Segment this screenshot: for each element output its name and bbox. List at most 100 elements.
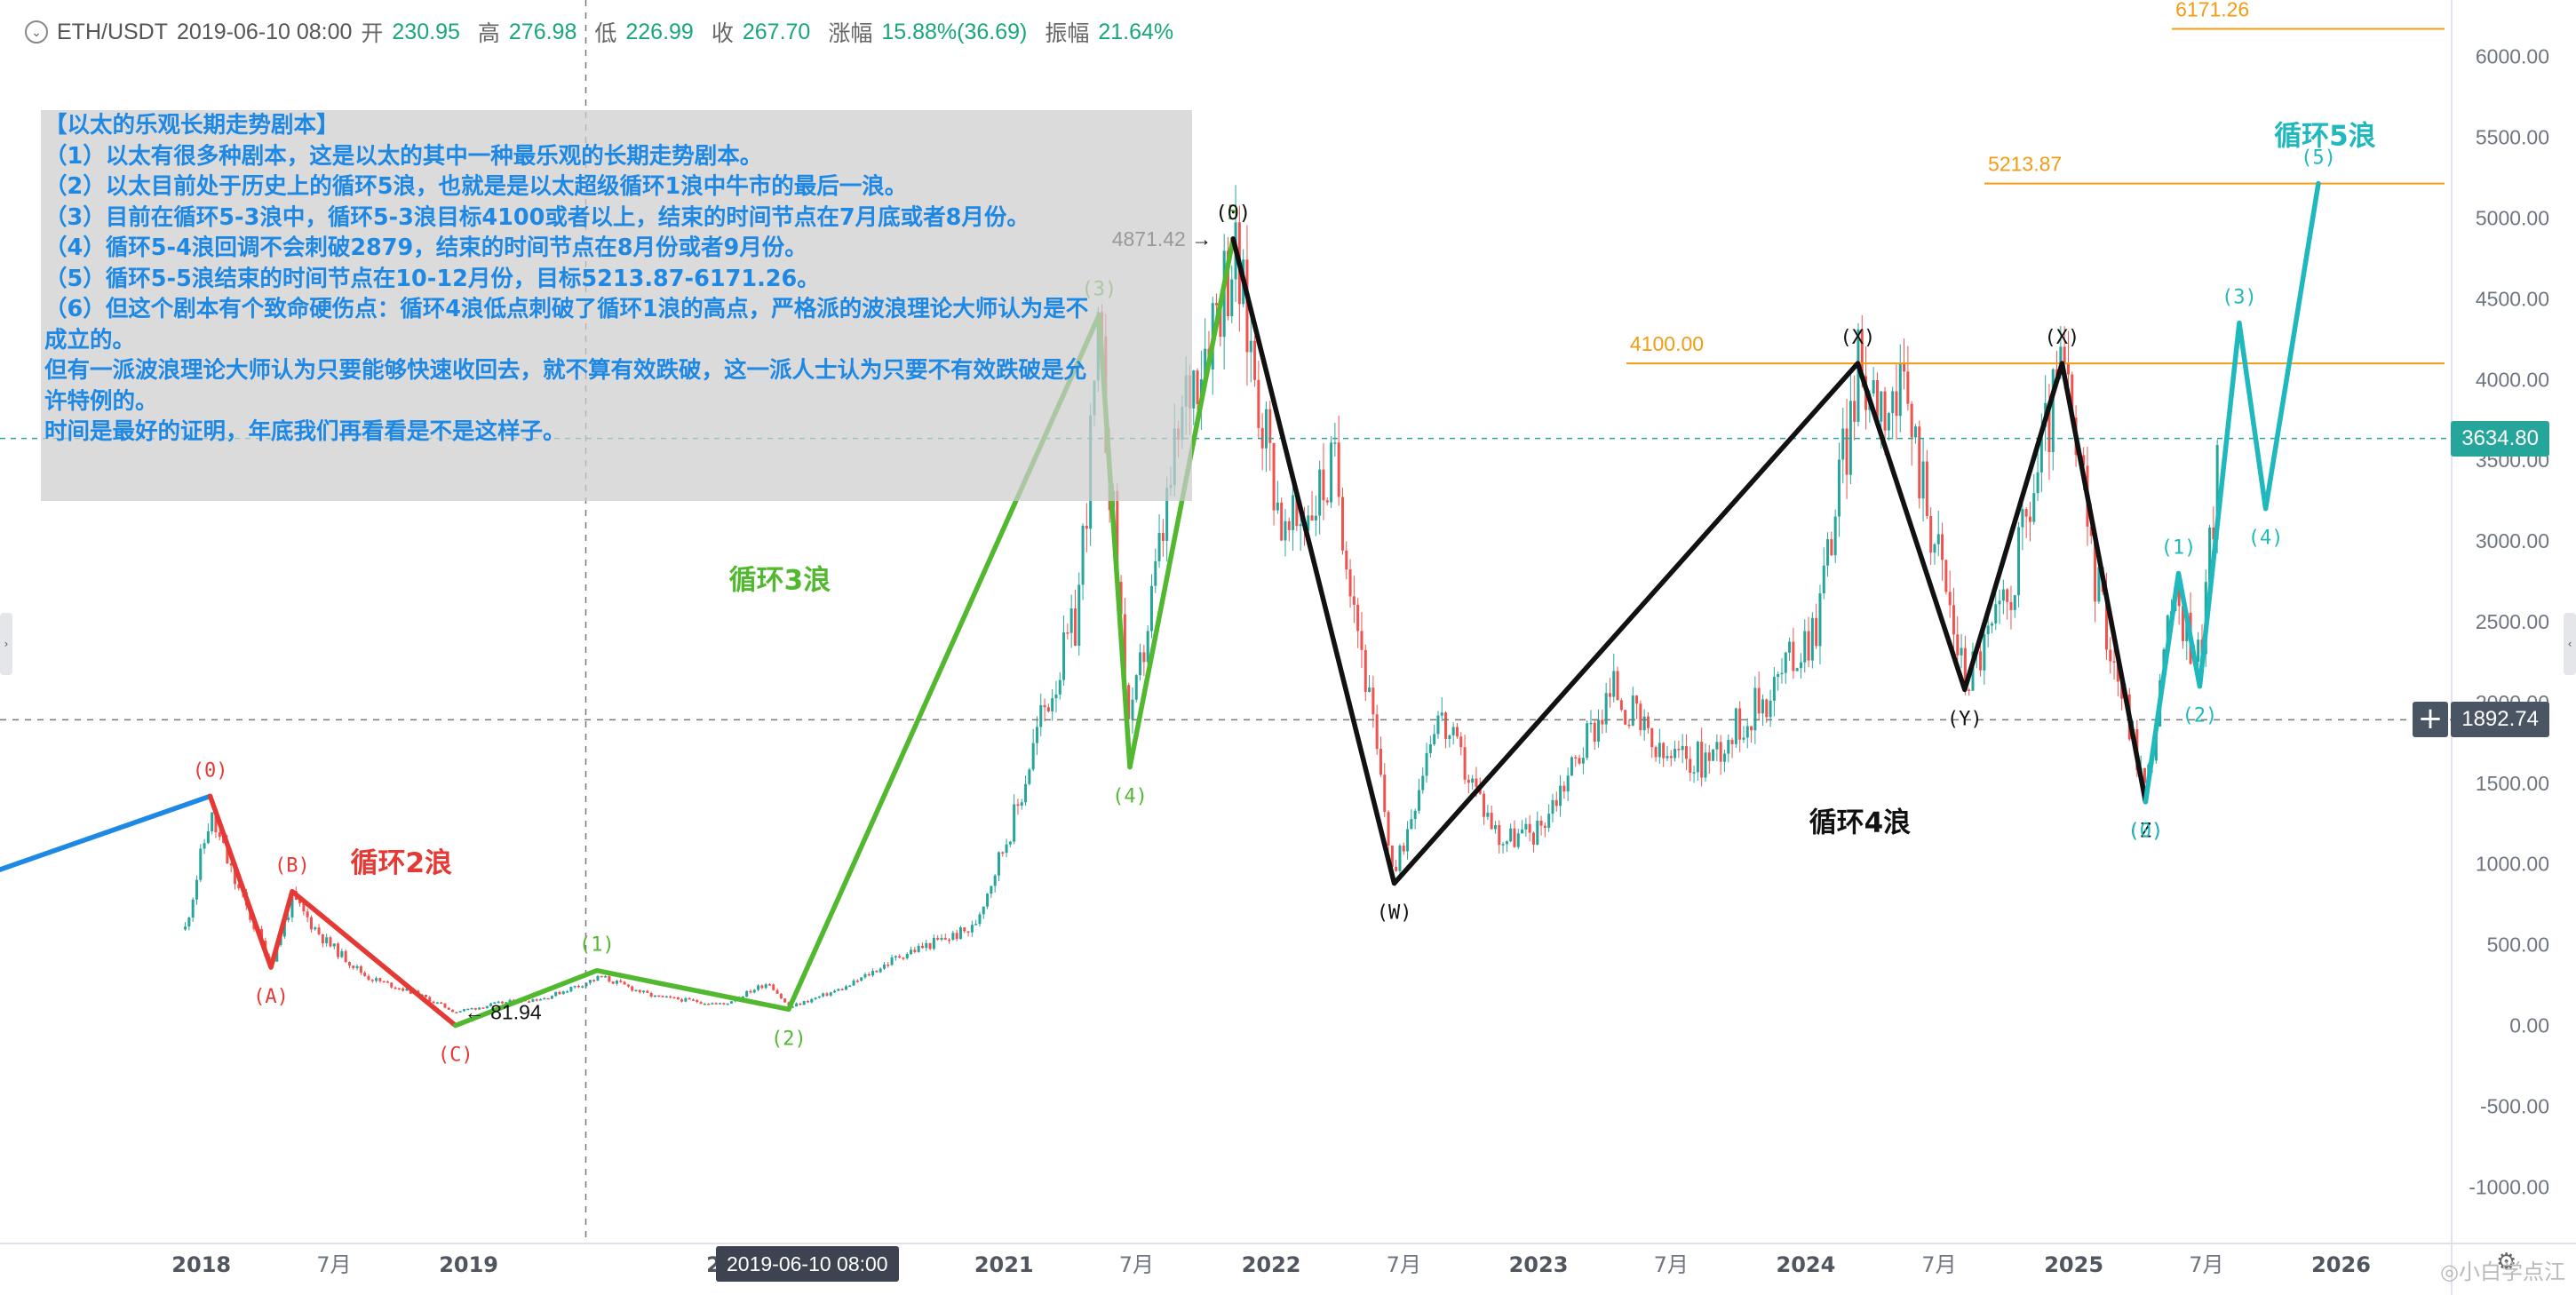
settings-icon[interactable]: ⚙: [2496, 1249, 2517, 1275]
candle-body: [211, 812, 214, 832]
candle-body: [455, 1012, 458, 1013]
candle-body: [1501, 844, 1505, 846]
candle-body: [829, 992, 832, 996]
high-label: 高: [477, 21, 500, 46]
symbol-label[interactable]: ETH/USDT: [57, 19, 168, 44]
candle-body: [932, 937, 935, 949]
candle-body: [538, 999, 542, 1001]
scenario-line: 许特例的。: [44, 387, 158, 415]
candle-body: [1734, 708, 1737, 744]
candle-body: [653, 995, 656, 997]
candle-body: [2055, 369, 2059, 376]
candle-body: [447, 1007, 450, 1010]
candle-body: [1777, 673, 1780, 678]
candle-body: [1348, 569, 1352, 597]
candle-body: [187, 918, 191, 927]
left-panel-handle[interactable]: ›: [0, 613, 12, 675]
candle-body: [1715, 742, 1719, 750]
target-line-label: 5213.87: [1988, 153, 2062, 176]
x-tick-label: 2019: [439, 1252, 498, 1277]
candle-body: [554, 991, 558, 997]
candle-body: [1371, 687, 1375, 715]
candle-body: [1898, 363, 1902, 417]
candle-body: [1215, 303, 1219, 306]
candle-body: [229, 863, 233, 866]
candle-body: [1131, 699, 1134, 719]
candle-body: [1719, 742, 1722, 762]
candle-body: [664, 996, 668, 998]
candle-body: [1149, 585, 1153, 632]
candle-body: [990, 886, 993, 894]
candle-body: [1933, 544, 1936, 553]
candle-body: [1528, 823, 1531, 833]
right-panel-handle[interactable]: ‹: [2564, 613, 2576, 675]
candle-body: [1005, 844, 1008, 854]
candle-body: [1467, 779, 1470, 783]
candle-body: [1276, 502, 1279, 511]
candle-body: [2013, 595, 2016, 610]
price-annotation: ← 81.94: [465, 1001, 542, 1024]
candle-body: [1085, 525, 1088, 529]
candle-body: [489, 1003, 493, 1006]
candle-body: [1608, 693, 1611, 697]
y-tick-label: 5500.00: [2476, 126, 2549, 149]
candle-body: [306, 911, 309, 918]
candle-body: [581, 986, 584, 988]
candle-body: [443, 1003, 447, 1008]
candle-body: [2097, 567, 2101, 602]
candle-body: [1604, 693, 1608, 725]
scenario-text-box[interactable]: 【以太的乐观长期走势剧本】 （1）以太有很多种剧本，这是以太的其中一种最乐观的长…: [41, 110, 1192, 501]
candle-body: [1264, 409, 1268, 449]
candle-body: [432, 1001, 435, 1004]
candle-body: [970, 925, 974, 933]
x-tick-label: 2023: [1509, 1252, 1569, 1277]
y-tick-label: 4000.00: [2476, 368, 2549, 391]
candle-body: [2006, 589, 2009, 602]
candle-body: [814, 997, 817, 999]
candle-body: [1891, 391, 1895, 414]
candle-body: [1268, 409, 1272, 443]
collapse-icon[interactable]: ⌄: [25, 20, 48, 44]
candle-body: [974, 924, 978, 926]
candle-body: [688, 997, 691, 1000]
candle-body: [649, 992, 653, 997]
candle-body: [722, 1003, 726, 1005]
candle-body: [2089, 526, 2093, 536]
candle-body: [1983, 633, 1986, 671]
wave-path: [2143, 180, 2321, 805]
candle-body: [1677, 749, 1681, 751]
candle-body: [588, 980, 592, 983]
candle-body: [1646, 716, 1650, 728]
wave-name-label: 循环3浪: [729, 565, 831, 597]
candle-body: [1707, 752, 1711, 761]
candle-body: [1818, 593, 1822, 647]
wave-name-label: 循环5浪: [2274, 121, 2376, 153]
candle-body: [2021, 509, 2024, 528]
candle-body: [855, 981, 859, 982]
candle-body: [2143, 767, 2146, 783]
candle-body: [1826, 539, 1830, 566]
candle-body: [928, 942, 932, 949]
candle-body: [2024, 509, 2028, 517]
candle-body: [1146, 631, 1149, 663]
candle-body: [402, 988, 405, 991]
candle-body: [1639, 703, 1642, 731]
candle-body: [943, 937, 947, 940]
candle-body: [1204, 348, 1207, 380]
candle-body: [1627, 724, 1631, 727]
candle-body: [680, 999, 684, 1002]
candle-body: [1979, 651, 1983, 671]
candle-body: [1119, 582, 1123, 615]
x-tick-label: 7月: [1387, 1252, 1421, 1277]
candle-body: [1936, 534, 1940, 544]
candle-body: [2028, 516, 2031, 522]
candle-body: [1073, 608, 1077, 646]
candle-body: [1712, 749, 1715, 761]
candle-body: [1016, 804, 1020, 806]
candle-body: [1543, 825, 1546, 828]
add-alert-plus-icon[interactable]: +: [2413, 702, 2448, 738]
candle-body: [1883, 391, 1887, 431]
candle-body: [672, 997, 676, 999]
target-line-label: 4100.00: [1630, 332, 1704, 355]
